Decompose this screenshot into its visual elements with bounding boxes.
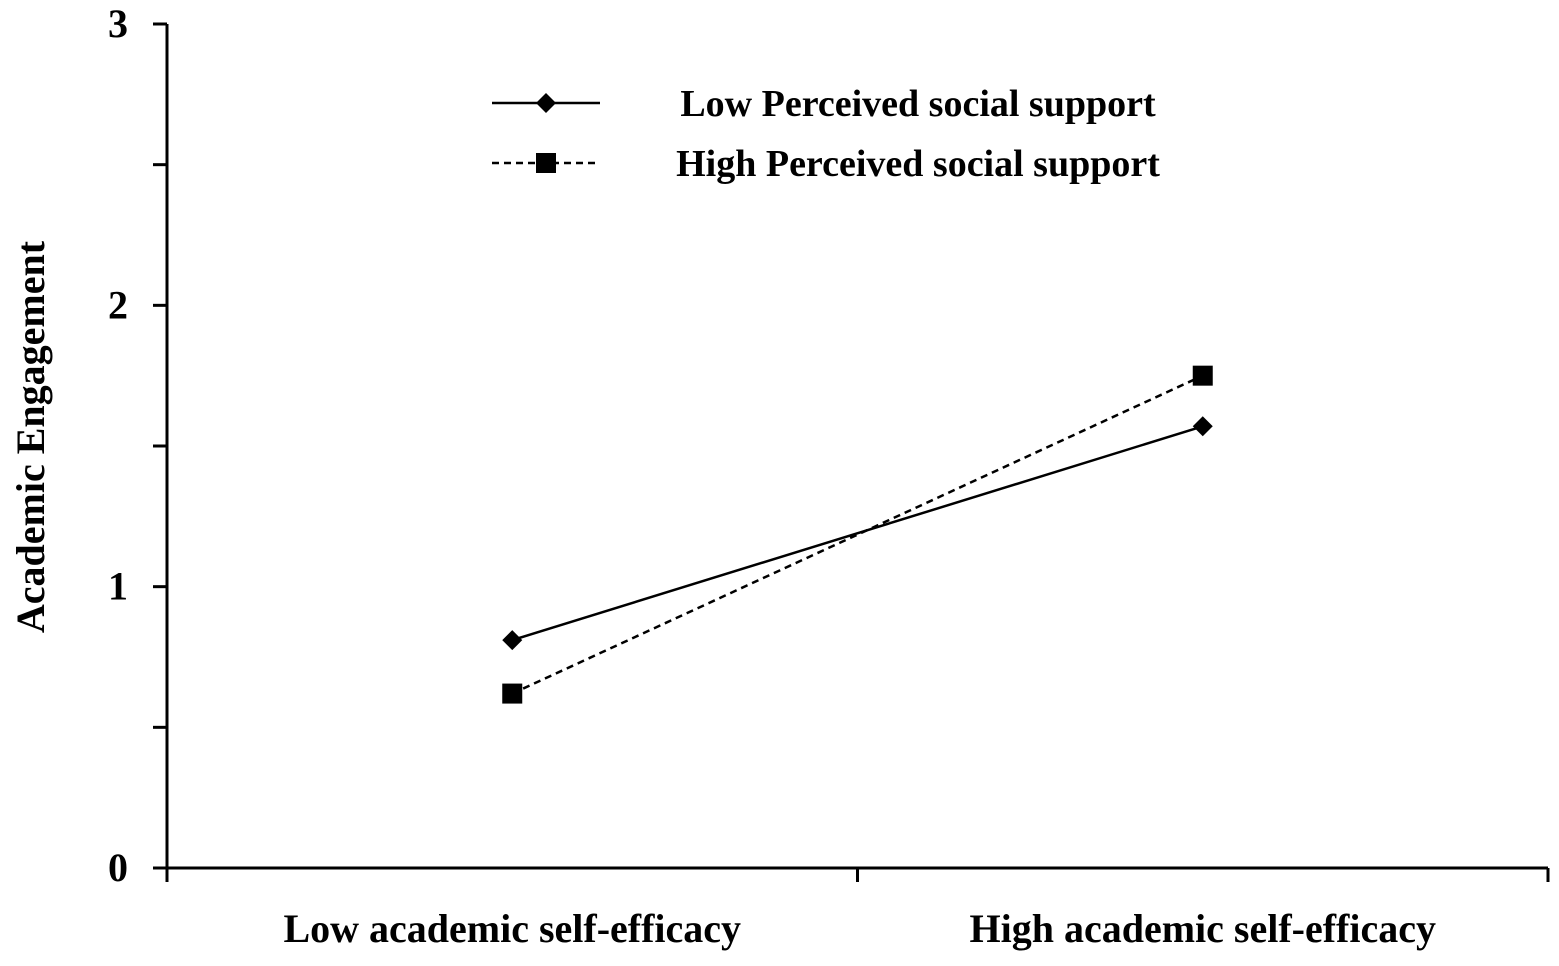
series-layer	[502, 365, 1213, 704]
legend-label: High Perceived social support	[676, 143, 1160, 185]
y-tick-label: 1	[108, 564, 128, 609]
legend-square-marker	[536, 153, 556, 173]
legend-item: High Perceived social support	[492, 143, 1160, 185]
diamond-marker	[1192, 416, 1213, 437]
legend-label: Low Perceived social support	[680, 83, 1156, 125]
series-line	[511, 374, 1204, 695]
y-tick-label: 2	[108, 282, 128, 327]
legend-diamond-marker	[536, 93, 556, 113]
series	[502, 365, 1213, 704]
y-tick-label: 3	[108, 1, 128, 46]
legend: Low Perceived social support High Perceiv…	[492, 83, 1160, 185]
x-category-label: Low academic self-efficacy	[283, 906, 741, 951]
series-line	[511, 425, 1204, 642]
series	[502, 416, 1213, 651]
y-ticks: 0 1 2 3	[108, 1, 167, 890]
diamond-marker	[502, 630, 523, 651]
y-axis-title: Academic Engagement	[8, 240, 53, 633]
y-tick-label: 0	[108, 845, 128, 890]
square-marker	[502, 683, 523, 704]
legend-item: Low Perceived social support	[492, 83, 1156, 125]
axes: Low academic self-efficacy High academic …	[153, 24, 1550, 951]
x-category-label: High academic self-efficacy	[969, 906, 1436, 951]
square-marker	[1192, 365, 1213, 386]
